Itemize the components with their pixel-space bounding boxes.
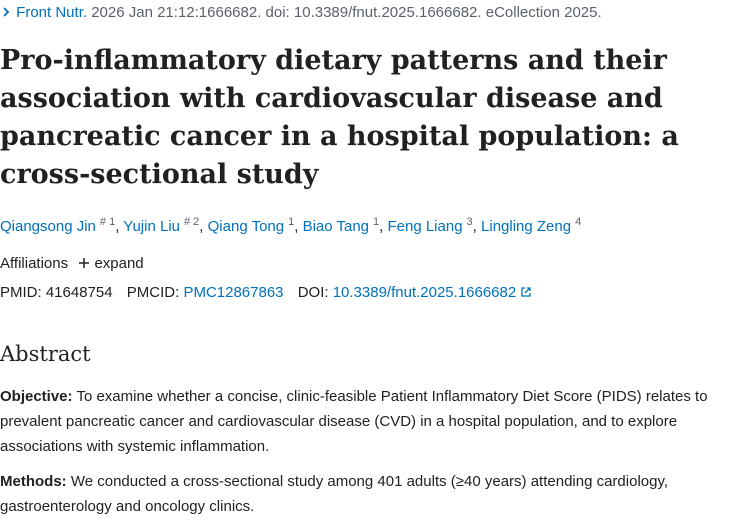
doi-label: DOI:	[297, 284, 329, 301]
section-text: To examine whether a concise, clinic-fea…	[0, 388, 708, 455]
affiliations: Affiliations expand	[0, 255, 144, 272]
author-affiliation-marker: 1	[288, 216, 295, 228]
citation-details: 2026 Jan 21:12:1666682. doi: 10.3389/fnu…	[91, 4, 602, 21]
doi-link[interactable]: 10.3389/fnut.2025.1666682	[333, 284, 533, 301]
author-list: Qiangsong Jin # 1, Yujin Liu # 2, Qiang To…	[0, 216, 581, 235]
author-link[interactable]: Qiang Tong	[207, 218, 285, 235]
identifiers: PMID: 41648754 PMCID: PMC12867863 DOI: 1…	[0, 284, 532, 301]
affiliations-label: Affiliations	[0, 255, 69, 272]
journal-link[interactable]: Front Nutr.	[16, 4, 88, 21]
expand-label: expand	[94, 255, 144, 272]
author-separator: ,	[294, 218, 299, 235]
section-text: We conducted a cross-sectional study amo…	[0, 473, 669, 515]
abstract-section: Methods: We conducted a cross-sectional …	[0, 469, 748, 519]
plus-icon	[79, 258, 90, 268]
author-separator: ,	[115, 218, 120, 235]
section-label: Methods:	[0, 473, 67, 490]
author-affiliation-marker: # 1	[99, 216, 116, 228]
author-separator: ,	[199, 218, 204, 235]
author-separator: ,	[472, 218, 477, 235]
author-link[interactable]: Lingling Zeng	[481, 218, 572, 235]
pmcid-label: PMCID:	[126, 284, 180, 301]
external-link-icon	[521, 287, 532, 297]
expand-toggle[interactable]: expand	[78, 255, 144, 272]
pmid: 41648754	[45, 284, 113, 301]
section-label: Objective:	[0, 388, 73, 405]
author-affiliation-marker: 3	[466, 216, 473, 228]
author-affiliation-marker: 4	[575, 216, 582, 228]
pmid-label: PMID:	[0, 284, 42, 301]
author-link[interactable]: Biao Tang	[302, 218, 370, 235]
doi-text: 10.3389/fnut.2025.1666682	[332, 284, 517, 301]
author-affiliation-marker: # 2	[184, 216, 200, 228]
author-separator: ,	[379, 218, 384, 235]
author-link[interactable]: Yujin Liu	[123, 218, 180, 235]
page: Front Nutr. 2026 Jan 21:12:1666682. doi:…	[0, 4, 708, 515]
author-link[interactable]: Feng Liang	[387, 218, 463, 235]
pmcid-link[interactable]: PMC12867863	[183, 284, 284, 301]
author-affiliation-marker: 1	[373, 216, 380, 228]
article-title: Pro-inflammatory dietary patterns and th…	[0, 45, 679, 190]
abstract-body: Objective: To examine whether a concise,…	[0, 384, 748, 529]
abstract-section: Objective: To examine whether a concise,…	[0, 384, 748, 459]
abstract-heading: Abstract	[0, 342, 91, 366]
citation: Front Nutr. 2026 Jan 21:12:1666682. doi:…	[0, 4, 602, 21]
chevron-icon	[3, 7, 10, 17]
author-link[interactable]: Qiangsong Jin	[0, 218, 96, 235]
